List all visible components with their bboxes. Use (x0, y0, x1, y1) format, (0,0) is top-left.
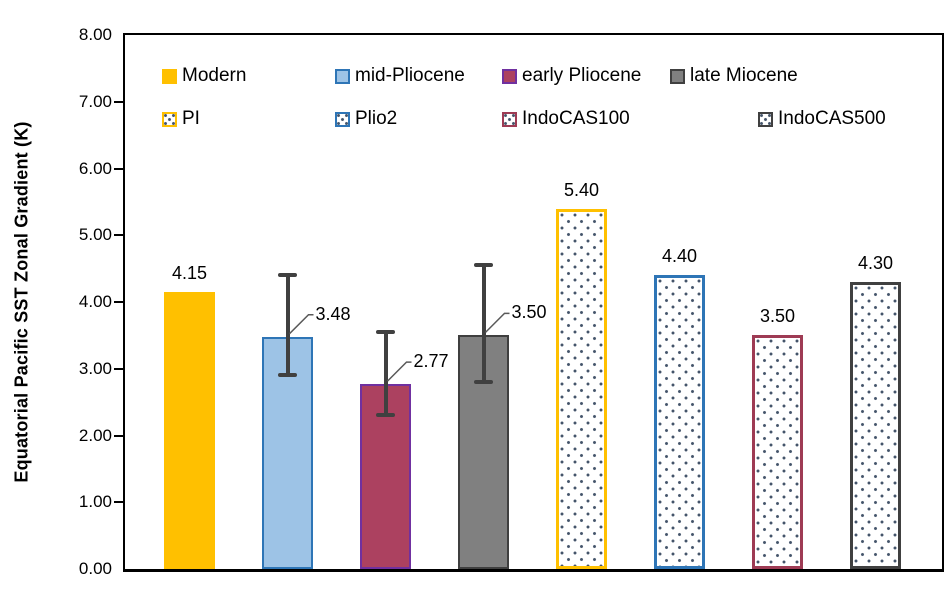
legend-swatch-early-pliocene (502, 68, 517, 84)
y-tick-label-7-00: 7.00 (78, 91, 112, 111)
legend-item-plio2: Plio2 (335, 108, 397, 130)
y-tick-label-3-00: 3.00 (78, 358, 112, 378)
bar-modern (164, 292, 215, 569)
legend-item-early-pliocene: early Pliocene (502, 65, 641, 87)
error-bar-cap (376, 330, 395, 335)
y-tick-label-5-00: 5.00 (78, 225, 112, 245)
legend-item-pi: PI (162, 108, 200, 130)
error-bar-early-pliocene (383, 332, 388, 416)
legend-swatch-late-miocene (670, 68, 685, 84)
label-leader-line (288, 313, 314, 335)
y-tick-mark (114, 100, 123, 103)
legend-swatch-modern (162, 68, 177, 84)
legend-swatch-mid-pliocene (335, 68, 350, 84)
data-label-modern: 4.15 (171, 262, 208, 283)
y-tick-mark (114, 367, 123, 370)
y-tick-mark (114, 501, 123, 504)
data-label-indocas100: 3.50 (759, 306, 796, 327)
legend-item-indocas100: IndoCAS100 (502, 108, 630, 130)
y-tick-mark (114, 167, 123, 170)
legend-label: IndoCAS100 (522, 108, 630, 129)
legend-label: early Pliocene (522, 65, 642, 86)
error-bar-cap (278, 373, 297, 378)
y-tick-label-4-00: 4.00 (78, 292, 112, 311)
y-tick-mark (114, 434, 123, 437)
data-label-pi: 5.40 (563, 179, 600, 200)
data-label-late-miocene: 3.50 (511, 302, 547, 323)
error-bar-cap (278, 273, 297, 278)
legend-item-indocas500: IndoCAS500 (758, 108, 886, 130)
legend-item-modern: Modern (162, 65, 246, 87)
bar-plio2 (654, 275, 705, 569)
y-tick-mark (114, 234, 123, 237)
y-tick-label-0-00: 0.00 (78, 559, 112, 578)
legend-label: IndoCAS500 (778, 108, 886, 129)
legend-label: PI (182, 108, 200, 129)
data-label-mid-pliocene: 3.48 (315, 303, 351, 324)
bar-pi (556, 208, 607, 569)
error-bar-cap (474, 263, 493, 268)
y-tick-label-1-00: 1.00 (78, 492, 112, 512)
legend-label: late Miocene (690, 65, 798, 86)
data-label-early-pliocene: 2.77 (413, 351, 449, 372)
legend-swatch-indocas500 (758, 111, 773, 127)
y-tick-mark (114, 301, 123, 303)
label-leader-line (484, 312, 510, 333)
plot-inner: 4.15 3.48 2.77 3.50 5.40 4.40 3.50 4.30 Modern mi… (125, 35, 942, 569)
y-tick-label-2-00: 2.00 (78, 425, 112, 445)
legend-item-mid-pliocene: mid-Pliocene (335, 65, 465, 87)
error-bar-cap (376, 413, 395, 418)
legend-label: Plio2 (355, 108, 398, 129)
legend-label: mid-Pliocene (355, 65, 465, 86)
plot-area: 4.15 3.48 2.77 3.50 5.40 4.40 3.50 4.30 Modern mi… (123, 33, 944, 572)
data-label-indocas500: 4.30 (857, 252, 894, 273)
bar-indocas500 (850, 281, 901, 569)
legend-swatch-pi (162, 111, 177, 127)
legend-item-late-miocene: late Miocene (670, 65, 798, 87)
y-tick-label-8-00: 8.00 (78, 25, 112, 44)
bar-indocas100 (752, 335, 803, 569)
legend-swatch-indocas100 (502, 111, 517, 127)
label-leader-line (386, 361, 412, 382)
data-label-plio2: 4.40 (661, 246, 698, 267)
bar-mid-pliocene (262, 336, 313, 569)
error-bar-cap (474, 380, 493, 385)
legend-label: Modern (182, 65, 247, 86)
error-bar-late-miocene (481, 265, 486, 383)
error-bar-mid-pliocene (285, 275, 290, 376)
legend-swatch-plio2 (335, 111, 350, 127)
y-tick-label-6-00: 6.00 (78, 158, 112, 178)
